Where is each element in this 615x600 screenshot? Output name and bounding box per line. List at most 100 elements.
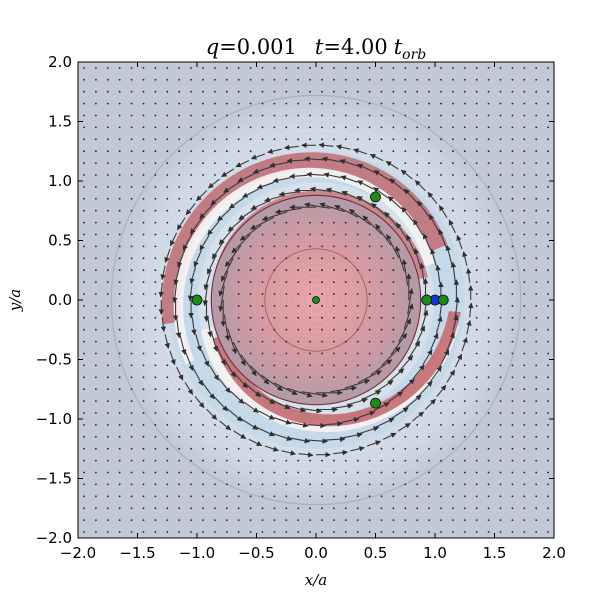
velocity-dot	[130, 138, 133, 141]
velocity-dot	[95, 114, 97, 117]
velocity-dot	[225, 471, 228, 474]
velocity-dot	[547, 126, 549, 129]
velocity-dot	[487, 90, 490, 93]
velocity-dot	[368, 495, 371, 498]
velocity-dot	[95, 352, 97, 355]
velocity-dot	[154, 209, 157, 212]
velocity-dot	[130, 269, 133, 272]
velocity-dot	[523, 150, 526, 153]
velocity-dot	[499, 293, 502, 295]
velocity-dot	[309, 90, 311, 93]
velocity-dot	[380, 102, 383, 105]
velocity-dot	[487, 495, 490, 498]
velocity-dot	[130, 424, 133, 426]
velocity-dot	[309, 328, 311, 331]
velocity-dot	[333, 269, 335, 272]
velocity-dot	[440, 424, 442, 426]
velocity-dot	[249, 257, 252, 260]
velocity-dot	[214, 424, 216, 426]
velocity-dot	[106, 114, 109, 117]
velocity-dot	[416, 114, 419, 117]
velocity-dot	[142, 376, 145, 379]
velocity-dot	[142, 459, 145, 462]
velocity-arrow	[438, 349, 450, 368]
velocity-dot	[154, 269, 157, 272]
disk-contour	[238, 222, 394, 378]
velocity-dot	[440, 138, 442, 141]
velocity-dot	[237, 90, 240, 93]
velocity-dot	[356, 305, 359, 307]
x-tick-label: −1.0	[179, 544, 215, 562]
velocity-dot	[475, 186, 478, 188]
velocity-dot	[511, 412, 514, 414]
velocity-dot	[249, 519, 252, 521]
velocity-dot	[416, 78, 419, 81]
velocity-dot	[380, 114, 383, 117]
velocity-dot	[202, 114, 204, 117]
velocity-arrow	[361, 390, 382, 401]
velocity-dot	[83, 102, 85, 105]
velocity-dot	[463, 114, 466, 117]
velocity-dot	[511, 90, 514, 93]
velocity-dot	[511, 221, 514, 224]
velocity-dot	[202, 459, 204, 462]
velocity-dot	[142, 305, 145, 307]
velocity-dot	[237, 447, 240, 450]
velocity-dot	[297, 340, 300, 343]
velocity-arrow	[429, 365, 442, 383]
velocity-dot	[297, 364, 300, 367]
velocity-dot	[83, 162, 85, 165]
velocity-dot	[511, 114, 514, 117]
velocity-dot	[190, 114, 193, 117]
velocity-dot	[440, 471, 442, 474]
velocity-dot	[523, 186, 526, 188]
velocity-dot	[523, 305, 526, 307]
velocity-dot	[416, 447, 419, 450]
velocity-dot	[297, 471, 300, 474]
velocity-dot	[511, 507, 514, 510]
velocity-dot	[440, 197, 442, 200]
velocity-dot	[106, 316, 109, 319]
velocity-arrow	[233, 430, 247, 440]
velocity-dot	[118, 114, 121, 117]
velocity-dot	[261, 519, 264, 521]
velocity-dot	[142, 316, 145, 319]
velocity-arrow	[304, 156, 325, 162]
velocity-arrow	[385, 160, 399, 170]
velocity-dot	[499, 197, 502, 200]
velocity-dot	[214, 102, 216, 105]
velocity-arrow	[206, 254, 217, 275]
disk-contour	[220, 204, 412, 396]
disk-contour	[280, 264, 352, 336]
velocity-dot	[321, 67, 323, 69]
velocity-dot	[356, 316, 359, 319]
x-tick-label: −0.5	[238, 544, 274, 562]
velocity-dot	[368, 340, 371, 343]
velocity-dot	[344, 245, 347, 248]
velocity-dot	[166, 507, 169, 510]
velocity-dot	[106, 388, 109, 391]
velocity-dot	[83, 340, 85, 343]
velocity-dot	[142, 233, 145, 236]
velocity-dot	[309, 293, 311, 295]
velocity-arrow	[194, 396, 205, 409]
velocity-arrow	[220, 257, 234, 282]
velocity-dot	[368, 531, 371, 533]
velocity-dot	[202, 483, 204, 486]
velocity-dot	[273, 316, 276, 319]
velocity-dot	[142, 447, 145, 450]
velocity-dot	[452, 209, 454, 212]
velocity-dot	[95, 435, 97, 438]
velocity-dot	[95, 102, 97, 105]
velocity-dot	[523, 316, 526, 319]
velocity-dot	[321, 114, 323, 117]
velocity-dot	[178, 138, 181, 141]
velocity-dot	[249, 269, 252, 272]
velocity-dot	[452, 138, 454, 141]
halo-contour	[148, 132, 484, 468]
velocity-arrow	[252, 165, 273, 174]
velocity-arrow	[395, 245, 405, 272]
velocity-dot	[95, 328, 97, 331]
velocity-dot	[452, 67, 454, 69]
velocity-arrow	[285, 404, 307, 413]
